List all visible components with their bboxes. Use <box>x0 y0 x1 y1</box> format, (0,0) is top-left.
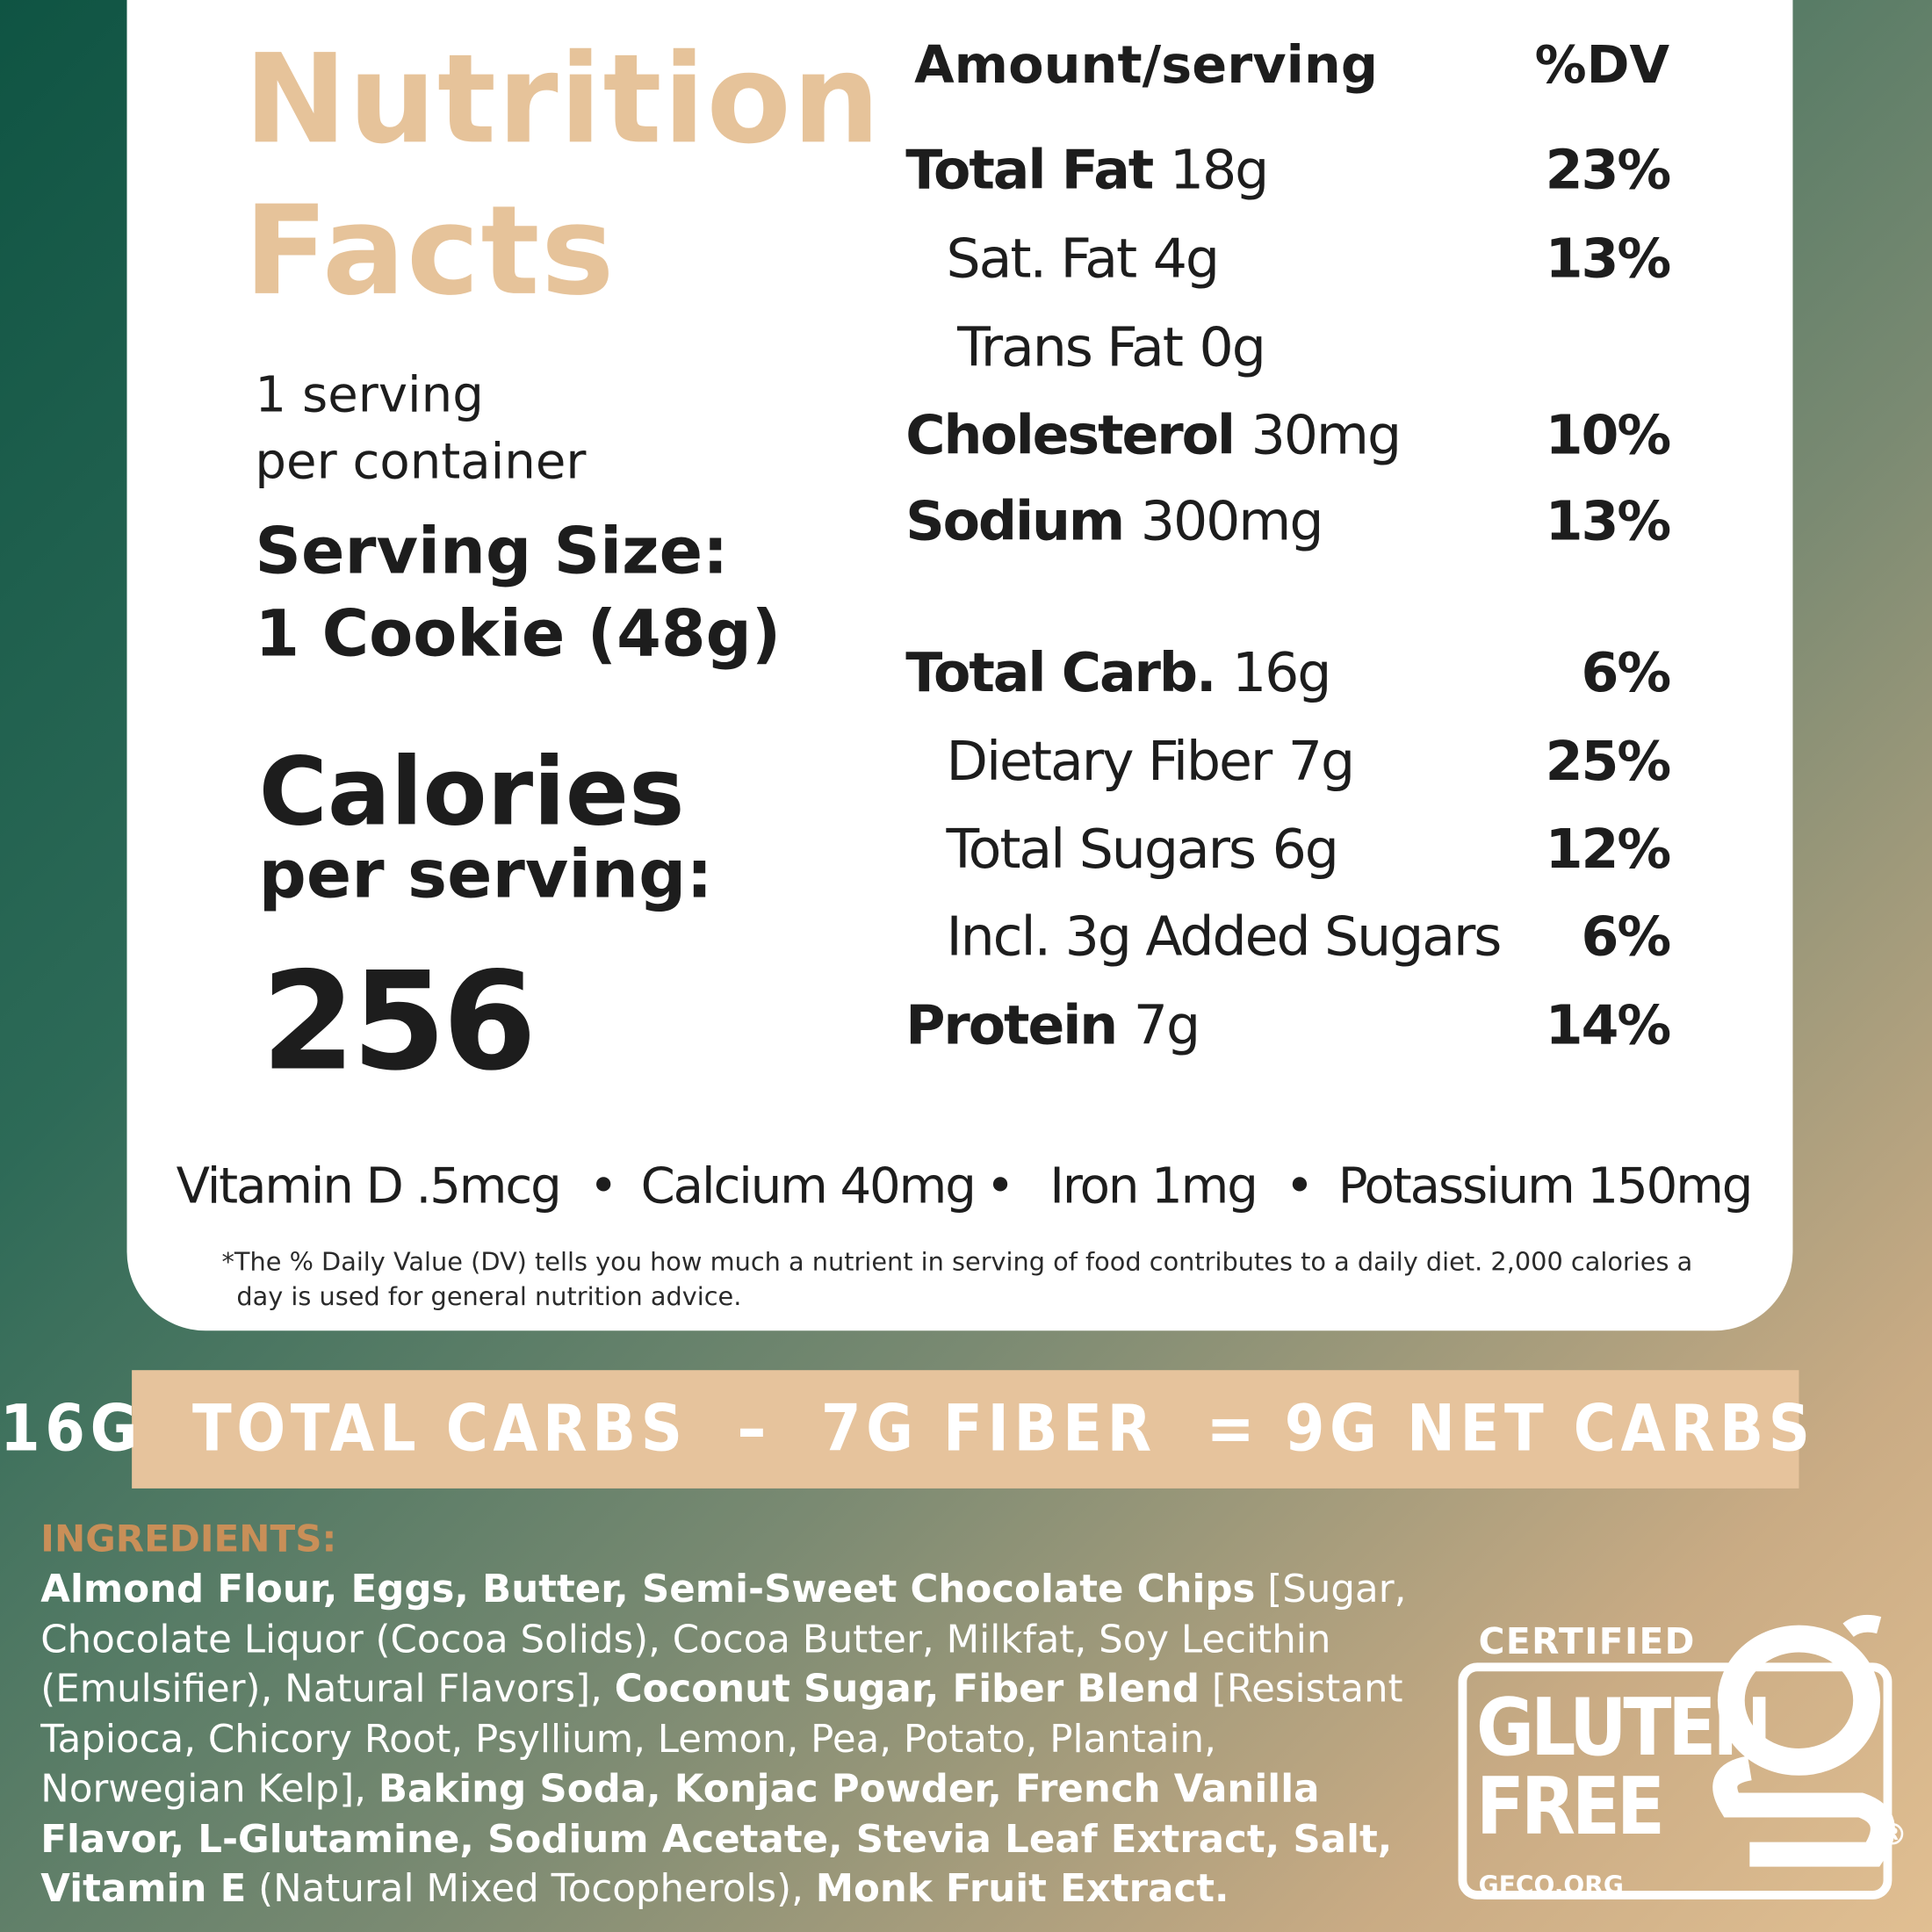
nutrient-name: Total Sugars <box>946 818 1258 882</box>
badge-top: CERTIFIED <box>1478 1620 1696 1662</box>
nutrient-amount: 4g <box>1152 227 1220 292</box>
nutrient-row: Total Carb. 16g 6% <box>905 641 1672 716</box>
mineral: Potassium 150mg <box>1337 1157 1754 1215</box>
nutrient-row: Incl. 3g Added Sugars 6% <box>946 905 1672 979</box>
nutrient-row: Cholesterol 30mg 10% <box>905 404 1672 478</box>
nutrient-amount: 300mg <box>1140 490 1324 553</box>
nutrient-name: Cholesterol <box>905 404 1236 467</box>
mineral: Vitamin D .5mcg <box>176 1157 562 1215</box>
mineral: Iron 1mg <box>1049 1157 1258 1215</box>
ingredient: [Sugar, Chocolate Liquor (Cocoa Solids),… <box>40 1567 1407 1712</box>
nutrient-row: Trans Fat 0g <box>957 317 1681 391</box>
nutrient-dv: 10% <box>1545 404 1672 467</box>
ingredient: (Natural Mixed Tocopherols), <box>246 1866 816 1912</box>
logo-g <box>1712 1755 1895 1867</box>
facts-card <box>126 0 1793 1331</box>
title: Facts <box>243 178 616 323</box>
nutrient-name: Protein <box>905 994 1118 1057</box>
nutrient-row: Total Fat 18g 23% <box>905 139 1672 213</box>
nutrient-name: Total Carb. <box>905 641 1216 705</box>
ingredient: [Resistant Tapioca, Chicory Root, Psylli… <box>40 1667 1403 1812</box>
nutrient-dv: 13% <box>1545 227 1672 292</box>
nutrient-name: Sat. Fat <box>946 227 1138 292</box>
nutrient-dv: 6% <box>1581 905 1672 969</box>
nutrient-dv: 14% <box>1545 994 1672 1057</box>
ingredients-label: INGREDIENTS: <box>40 1517 337 1561</box>
gf-logo <box>1458 1614 1895 1900</box>
logo-g <box>1717 1625 1881 1776</box>
banner-text: 16G TOTAL CARBS – 7G FIBER = 9G NET CARB… <box>0 1392 1815 1467</box>
table-header: Amount/serving %DV <box>905 34 1669 108</box>
ingredient-bold: Coconut Sugar, Fiber Blend <box>614 1667 1200 1712</box>
ingredient-bold: Almond Flour, Eggs, Butter, Semi-Sweet C… <box>40 1567 1256 1612</box>
nutrient-amount: 6g <box>1272 818 1339 882</box>
nutrient-name: Trans Fat <box>957 316 1184 380</box>
nutrient-dv: 25% <box>1545 731 1672 794</box>
bullet: • <box>1285 1157 1314 1215</box>
nutrient-dv: 6% <box>1581 641 1672 705</box>
bullet: • <box>985 1157 1014 1215</box>
nutrient-row: Sodium 300mg 13% <box>905 490 1672 564</box>
nutrient-row: Dietary Fiber 7g 25% <box>946 731 1672 804</box>
servings: 1 serving <box>255 367 484 424</box>
nutrient-amount: 7g <box>1287 731 1355 794</box>
banner <box>132 1370 1799 1489</box>
nutrient-amount: 16g <box>1231 641 1332 705</box>
ingredients: Almond Flour, Eggs, Butter, Semi-Sweet C… <box>40 1565 1426 1914</box>
logo-frame <box>1458 1662 1892 1900</box>
nutrient-row: Sat. Fat 4g 13% <box>946 227 1672 302</box>
badge-text: GLUTEN <box>1475 1683 1772 1775</box>
logo-g <box>1842 1614 1882 1638</box>
header-amount: Amount/serving <box>914 34 1379 96</box>
nutrient-amount: 30mg <box>1251 404 1402 467</box>
serving-size-label: Serving Size: <box>255 515 729 589</box>
nutrient-row: Total Sugars 6g 12% <box>946 818 1672 892</box>
ingredient-bold: Monk Fruit Extract. <box>815 1866 1229 1912</box>
badge-url: GFCO.ORG <box>1478 1870 1624 1900</box>
nutrient-amount: 18g <box>1169 139 1270 203</box>
nutrient-dv: 23% <box>1545 139 1672 203</box>
nutrient-amount: 7g <box>1133 994 1200 1057</box>
nutrient-name: Sodium <box>905 490 1125 553</box>
title: Nutrition <box>243 26 882 172</box>
calories-value: 256 <box>261 942 537 1100</box>
header-dv: %DV <box>1534 34 1670 96</box>
badge-mark: ® <box>1878 1817 1907 1852</box>
nutrient-name: Dietary Fiber <box>946 731 1273 794</box>
mineral: Calcium 40mg <box>640 1157 977 1215</box>
nutrient-name: Total Fat <box>905 139 1154 203</box>
nutrient-dv: 13% <box>1545 490 1672 553</box>
ingredient-bold: Baking Soda, Konjac Powder, French Vanil… <box>40 1766 1393 1912</box>
badge-text: FREE <box>1475 1762 1665 1854</box>
nutrient-name: Incl. 3g Added Sugars <box>946 905 1503 969</box>
footnote: *The % Daily Value (DV) tells you how mu… <box>221 1246 1693 1311</box>
calories-sublabel: per serving: <box>258 835 713 913</box>
nutrient-dv: 12% <box>1545 818 1672 882</box>
nutrient-amount: 0g <box>1199 316 1266 380</box>
calories-label: Calories <box>258 737 685 847</box>
serving-size: 1 Cookie (48g) <box>255 597 782 672</box>
servings: per container <box>255 433 587 491</box>
bullet: • <box>588 1157 618 1215</box>
nutrient-row: Protein 7g 14% <box>905 994 1672 1068</box>
